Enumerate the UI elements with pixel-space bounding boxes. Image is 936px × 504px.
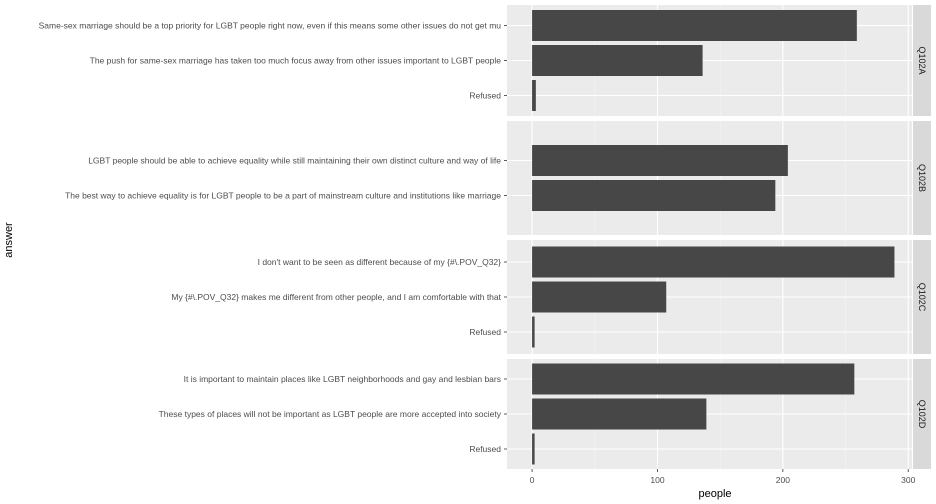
y-tick-label: LGBT people should be able to achieve eq… (88, 156, 501, 166)
y-axis-title: answer (3, 222, 15, 258)
y-tick-label: These types of places will not be import… (159, 409, 502, 419)
bar (532, 80, 536, 111)
bar (532, 398, 707, 430)
facet-strip-label: Q102D (917, 400, 927, 429)
bar (532, 246, 895, 278)
facet-panel-q102d: It is important to maintain places like … (159, 359, 931, 469)
bar (532, 10, 857, 41)
bar (532, 363, 855, 395)
x-axis-title: people (698, 488, 731, 500)
y-tick-label: The push for same-sex marriage has taken… (90, 56, 502, 66)
facet-strip-label: Q102B (917, 164, 927, 192)
y-tick-label: The best way to achieve equality is for … (65, 191, 501, 201)
facet-panel-q102c: I don't want to be seen as different bec… (171, 240, 931, 354)
y-tick-label: Same-sex marriage should be a top priori… (39, 21, 502, 31)
x-tick-label: 300 (901, 475, 915, 485)
x-axis: 0 100 200 300 (530, 469, 916, 485)
facet-strip-label: Q102C (917, 283, 927, 312)
panel-background (507, 121, 912, 235)
facet-panel-q102b: LGBT people should be able to achieve eq… (65, 121, 931, 235)
bar (532, 281, 667, 313)
bar (532, 180, 776, 211)
x-tick-label: 0 (530, 475, 535, 485)
y-tick-label: It is important to maintain places like … (184, 374, 501, 384)
y-tick-label: Refused (469, 91, 501, 101)
facet-strip (913, 5, 931, 116)
facet-strip-label: Q102A (917, 46, 927, 74)
x-tick-label: 100 (650, 475, 664, 485)
bar (532, 145, 788, 176)
facet-strip (913, 359, 931, 469)
y-tick-label: Refused (469, 444, 501, 454)
y-tick-label: I don't want to be seen as different bec… (258, 257, 502, 267)
facet-strip (913, 240, 931, 354)
bar (532, 433, 535, 465)
y-tick-label: My {#\.POV_Q32} makes me different from … (171, 292, 501, 302)
y-tick-label: Refused (469, 327, 501, 337)
x-tick-label: 200 (776, 475, 790, 485)
facet-strip (913, 121, 931, 235)
facet-panel-q102a: Same-sex marriage should be a top priori… (39, 5, 931, 116)
bar (532, 316, 535, 348)
chart-panels: Same-sex marriage should be a top priori… (39, 5, 931, 469)
bar (532, 45, 703, 76)
